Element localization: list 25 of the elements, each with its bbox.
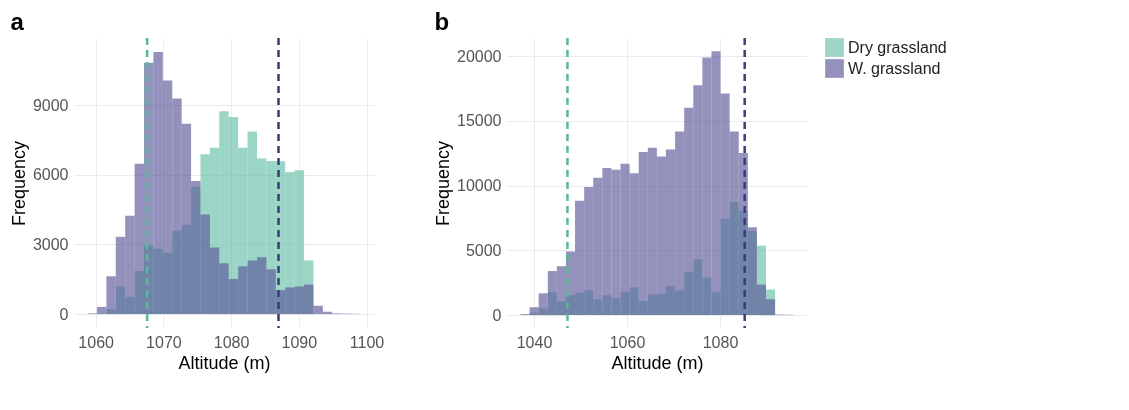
x-tick-label: 1040 — [516, 333, 553, 351]
y-tick-label: 20000 — [457, 47, 502, 65]
chart-title: b — [434, 7, 450, 35]
y-tick-label: 15000 — [457, 112, 502, 130]
y-tick-label: 6000 — [32, 166, 69, 184]
x-tick-label: 1090 — [281, 333, 318, 351]
x-tick-label: 1070 — [146, 333, 182, 351]
y-axis-title: Frequency — [8, 140, 29, 227]
x-tick-label: 1060 — [609, 333, 646, 351]
x-tick-label: 1100 — [349, 333, 385, 351]
y-axis-title: Frequency — [433, 140, 454, 227]
y-tick-label: 0 — [492, 306, 502, 324]
y-tick-label: 10000 — [457, 177, 502, 195]
x-axis-title: Altitude (m) — [178, 352, 271, 373]
legend-label: W. grassland — [848, 59, 941, 77]
y-tick-label: 3000 — [32, 235, 69, 253]
x-tick-label: 1080 — [213, 333, 250, 351]
x-tick-label: 1080 — [702, 333, 739, 351]
chart-title: a — [10, 7, 25, 35]
x-axis-title: Altitude (m) — [611, 352, 704, 373]
legend-label: Dry grassland — [848, 38, 947, 56]
y-tick-label: 9000 — [32, 96, 69, 114]
x-tick-label: 1060 — [78, 333, 115, 351]
y-tick-label: 0 — [59, 305, 69, 323]
y-tick-label: 5000 — [465, 241, 502, 259]
